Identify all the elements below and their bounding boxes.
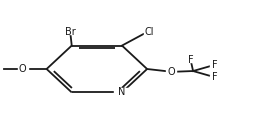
Text: O: O (167, 67, 175, 77)
Bar (64, 29, 77, 34)
Bar (186, 57, 195, 62)
Bar (210, 62, 218, 67)
Text: Cl: Cl (145, 27, 154, 37)
Text: Br: Br (65, 27, 76, 37)
Text: F: F (212, 60, 217, 70)
Text: N: N (118, 87, 126, 97)
Text: F: F (188, 55, 193, 65)
Text: F: F (212, 72, 217, 82)
Bar (114, 88, 130, 96)
Text: O: O (19, 64, 27, 74)
Bar (18, 66, 28, 72)
Bar (166, 69, 176, 74)
Bar (210, 75, 218, 80)
Bar (144, 30, 156, 35)
